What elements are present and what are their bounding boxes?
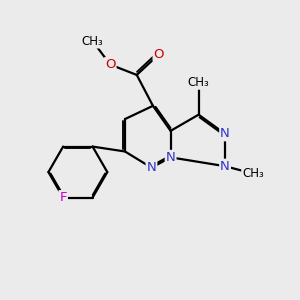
Text: O: O	[154, 48, 164, 61]
Text: N: N	[220, 160, 230, 173]
Text: N: N	[147, 161, 156, 174]
Text: CH₃: CH₃	[242, 167, 264, 180]
Text: N: N	[166, 151, 176, 164]
Text: N: N	[220, 127, 230, 140]
Text: CH₃: CH₃	[82, 34, 104, 48]
Text: O: O	[105, 58, 116, 71]
Text: F: F	[59, 191, 67, 204]
Text: CH₃: CH₃	[188, 76, 209, 89]
